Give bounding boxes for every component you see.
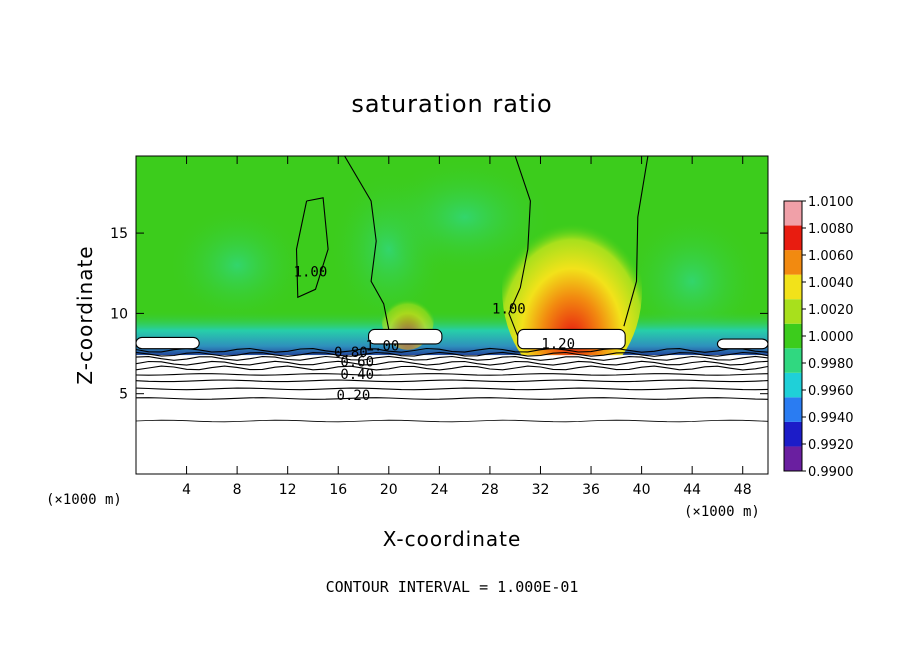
y-tick-label-15: 15 [110, 226, 128, 242]
colorbar-swatch-3 [784, 397, 802, 422]
y-axis-label: Z-coordinate [73, 245, 97, 384]
x-tick-label-28: 28 [481, 482, 499, 498]
contour-line-5 [136, 373, 768, 376]
moist-patch-1 [167, 205, 308, 326]
x-axis-ticks: 4 8 12 16 20 24 28 32 36 40 44 48 [182, 156, 752, 498]
colorbar-swatch-4 [784, 372, 802, 398]
colorbar-label-8: 1.0040 [808, 276, 854, 291]
colorbar-label-7: 1.0020 [808, 303, 854, 318]
contour-line-4 [136, 379, 768, 383]
plot-frame [135, 155, 769, 475]
contour-label-7: 0.40 [340, 367, 374, 383]
x-tick-label-36: 36 [582, 482, 600, 498]
contour-1-00-line-2 [344, 156, 390, 330]
contour-label-6: 0.60 [340, 354, 374, 370]
colorbar-label-4: 0.9960 [808, 384, 854, 399]
colorbar-swatch-5 [784, 348, 802, 373]
contour-label-8: 0.20 [337, 388, 371, 404]
colorbar-swatch-1 [784, 446, 802, 471]
contour-lines [136, 156, 768, 423]
colorbar-label-9: 1.0060 [808, 249, 854, 264]
x-axis-label: X-coordinate [383, 527, 522, 551]
x-tick-label-16: 16 [329, 482, 347, 498]
contour-1-00-line-4 [623, 156, 649, 327]
contour-line-1 [136, 419, 768, 423]
x-tick-label-48: 48 [734, 482, 752, 498]
x-tick-label-32: 32 [532, 482, 550, 498]
colorbar-label-5: 0.9980 [808, 357, 854, 372]
x-tick-label-24: 24 [430, 482, 448, 498]
colorbar-label-1: 0.9900 [808, 465, 854, 480]
cloud-top-1 [368, 328, 443, 345]
colorbar-label-3: 0.9940 [808, 411, 854, 426]
colorbar-label-2: 0.9920 [808, 438, 854, 453]
below-cloud-region [136, 355, 768, 474]
x-tick-label-12: 12 [279, 482, 297, 498]
contour-line-8 [136, 355, 768, 361]
contour-label-1: 1.00 [294, 264, 328, 280]
contour-line-9 [136, 351, 768, 357]
chart-title: saturation ratio [351, 90, 552, 118]
contour-1-00-line-1 [508, 156, 531, 337]
colorbar-swatch-10 [784, 225, 802, 251]
contour-labels: 1.00 1.00 1.00 1.20 0.800.600.40 0.20 [294, 264, 575, 404]
colorbar-swatch-6 [784, 323, 802, 349]
colorbar-swatch-8 [784, 274, 802, 300]
y-tick-label-10: 10 [110, 306, 128, 322]
x-tick-label-20: 20 [380, 482, 398, 498]
contour-line-10 [136, 347, 768, 353]
contour-label-4: 1.20 [541, 337, 575, 353]
x-unit-right: (×1000 m) [684, 504, 760, 520]
contour-1-00-line-3 [295, 197, 329, 299]
contour-interval-note: CONTOUR INTERVAL = 1.000E-01 [326, 578, 579, 596]
subsaturated-band [136, 310, 768, 356]
x-tick-label-4: 4 [182, 482, 191, 498]
colorbar-swatch-11 [784, 201, 802, 226]
colorbar-swatch-9 [784, 250, 802, 275]
contour-label-3: 1.00 [366, 338, 400, 354]
colorbar-label-11: 1.0100 [808, 195, 854, 210]
cloud-top-3 [136, 336, 200, 350]
contour-line-2 [136, 397, 768, 400]
colorbar-label-10: 1.0080 [808, 222, 854, 237]
contour-line-6 [136, 365, 768, 371]
contour-label-2: 1.00 [492, 301, 526, 317]
saturation-field [136, 156, 768, 474]
x-tick-label-44: 44 [683, 482, 701, 498]
colorbar-swatch-2 [784, 421, 802, 447]
contour-label-5: 0.80 [334, 345, 368, 361]
cloud-top-2 [517, 328, 626, 350]
x-tick-label-8: 8 [233, 482, 242, 498]
colorbar: 0.9900 0.9920 0.9940 0.9960 0.9980 1.0000 1.00… [783, 195, 854, 480]
contour-line-3 [136, 387, 768, 391]
x-tick-label-40: 40 [633, 482, 651, 498]
y-axis-ticks: 5 10 15 [110, 226, 768, 403]
colorbar-swatch-7 [784, 299, 802, 324]
x-unit-left: (×1000 m) [46, 492, 122, 508]
colorbar-label-6: 1.0000 [808, 330, 854, 345]
contour-line-7 [136, 360, 768, 366]
cloud-top-4 [716, 338, 768, 350]
y-tick-label-5: 5 [119, 387, 128, 403]
